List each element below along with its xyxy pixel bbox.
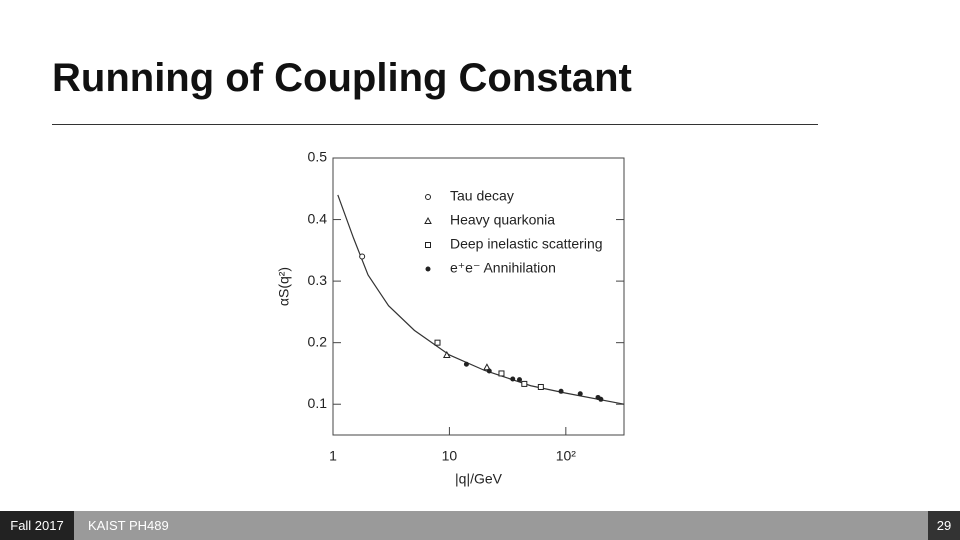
title-rule [52,124,818,125]
data-point [537,383,544,390]
plot-frame [332,157,625,436]
x-tick-label: 1 [329,448,337,464]
y-axis-label: αS(q²) [276,267,292,306]
legend-label: Deep inelastic scattering [450,236,603,252]
footer-course: KAIST PH489 [74,511,928,540]
data-point [510,376,516,382]
data-point [359,253,366,260]
footer-term: Fall 2017 [0,511,74,540]
y-tick-label: 0.1 [308,395,328,411]
slide-title: Running of Coupling Constant [52,56,632,100]
data-point [442,350,451,358]
data-point [434,339,441,346]
legend-marker [424,216,432,224]
data-point [483,363,491,371]
data-point [521,380,528,387]
x-tick-label: 10 [442,448,458,464]
data-point [498,370,505,377]
data-point [486,368,492,374]
data-point [598,396,604,402]
legend-label: e⁺e⁻ Annihilation [450,260,556,276]
data-point [463,361,469,367]
data-point [517,377,523,383]
data-point [577,391,583,397]
legend-marker [425,194,431,200]
y-tick-label: 0.5 [308,149,328,165]
y-tick-label: 0.4 [308,210,328,226]
legend-marker [425,266,431,272]
y-tick-label: 0.3 [308,272,328,288]
chart: 0.1 0.2 0.3 0.4 0.5 1 10 10² |q|/GeV αS(q²) Tau de… [276,149,625,487]
footer-page: 29 [928,511,960,540]
data-point [558,388,564,394]
x-tick-label: 10² [556,448,577,464]
legend-marker [425,242,431,248]
x-axis-label: |q|/GeV [455,471,503,487]
y-tick-label: 0.2 [308,333,328,349]
legend-label: Tau decay [450,188,514,204]
legend-label: Heavy quarkonia [450,212,555,228]
